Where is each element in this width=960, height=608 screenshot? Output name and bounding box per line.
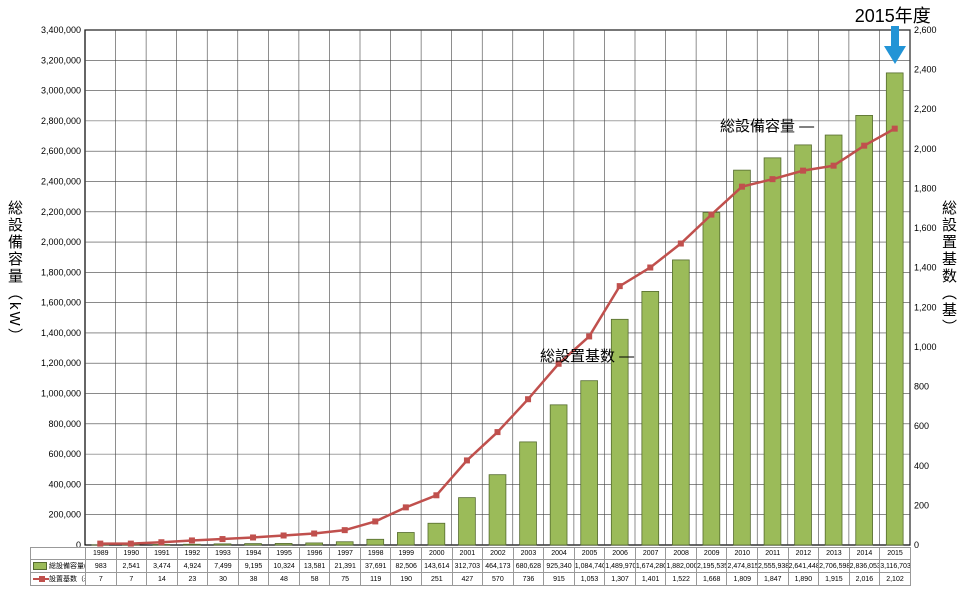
svg-text:1,600,000: 1,600,000: [41, 298, 81, 308]
svg-text:800,000: 800,000: [48, 419, 81, 429]
left-axis-title: 総設備容量（kW）: [4, 200, 25, 345]
svg-text:2,400,000: 2,400,000: [41, 176, 81, 186]
svg-text:0: 0: [914, 540, 919, 550]
svg-text:400: 400: [914, 461, 929, 471]
annotation-bar-label: 総設備容量 —: [720, 115, 814, 136]
annotation-line-label: 総設置基数 —: [540, 345, 634, 366]
svg-text:1,600: 1,600: [914, 223, 937, 233]
data-table: 1989199019911992199319941995199619971998…: [30, 547, 911, 586]
svg-text:1,200,000: 1,200,000: [41, 358, 81, 368]
svg-text:1,000: 1,000: [914, 342, 937, 352]
svg-text:2,000,000: 2,000,000: [41, 237, 81, 247]
svg-text:2,200: 2,200: [914, 104, 937, 114]
svg-text:200,000: 200,000: [48, 510, 81, 520]
svg-text:600: 600: [914, 421, 929, 431]
svg-text:400,000: 400,000: [48, 479, 81, 489]
top-year-label: 2015年度: [855, 2, 931, 28]
svg-text:2,800,000: 2,800,000: [41, 116, 81, 126]
svg-text:3,000,000: 3,000,000: [41, 86, 81, 96]
chart-svg: 0 200,000 400,000 600,000 800,000 1,000,000 1,…: [0, 0, 960, 608]
svg-text:1,400: 1,400: [914, 263, 937, 273]
svg-text:200: 200: [914, 500, 929, 510]
svg-text:1,000,000: 1,000,000: [41, 389, 81, 399]
svg-text:2,200,000: 2,200,000: [41, 207, 81, 217]
svg-text:2,000: 2,000: [914, 144, 937, 154]
svg-text:1,800: 1,800: [914, 183, 937, 193]
svg-text:2,400: 2,400: [914, 65, 937, 75]
svg-text:2,600,000: 2,600,000: [41, 146, 81, 156]
svg-text:800: 800: [914, 382, 929, 392]
svg-text:1,200: 1,200: [914, 302, 937, 312]
svg-text:1,800,000: 1,800,000: [41, 267, 81, 277]
highlight-arrow-icon: [880, 26, 910, 66]
right-axis-title: 総設置基数（基）: [938, 200, 959, 336]
annotation-line-text: 総設置基数: [540, 348, 615, 365]
svg-text:1,400,000: 1,400,000: [41, 328, 81, 338]
svg-text:600,000: 600,000: [48, 449, 81, 459]
svg-text:3,200,000: 3,200,000: [41, 55, 81, 65]
svg-text:3,400,000: 3,400,000: [41, 25, 81, 35]
annotation-bar-text: 総設備容量: [720, 118, 795, 135]
